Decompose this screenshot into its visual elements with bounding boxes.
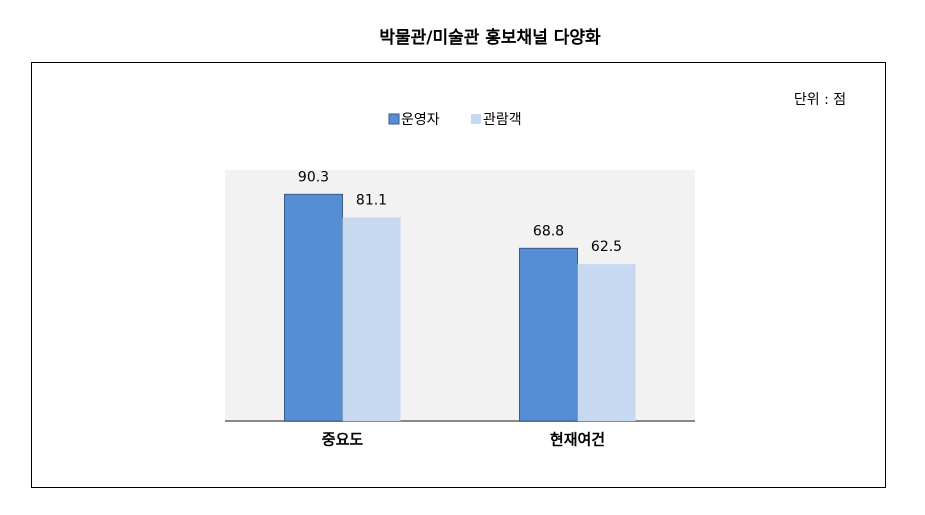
bar — [284, 193, 343, 422]
data-label: 81.1 — [356, 192, 387, 208]
x-tick-label: 중요도 — [322, 431, 364, 449]
legend-label: 운영자 — [401, 112, 440, 128]
bar — [577, 264, 636, 421]
legend-swatch — [471, 114, 481, 124]
chart-title: 박물관/미술관 홍보채널 다양화 — [379, 27, 601, 48]
x-tick-label: 현재여건 — [550, 431, 605, 449]
data-label: 62.5 — [591, 239, 622, 255]
chart-frame — [31, 62, 886, 488]
data-label: 90.3 — [298, 169, 329, 185]
legend-label: 관람객 — [483, 112, 522, 128]
data-label: 68.8 — [533, 223, 564, 239]
bar — [519, 247, 578, 422]
unit-note: 단위 : 점 — [794, 92, 846, 108]
bar — [342, 217, 401, 421]
legend-swatch — [388, 113, 400, 125]
